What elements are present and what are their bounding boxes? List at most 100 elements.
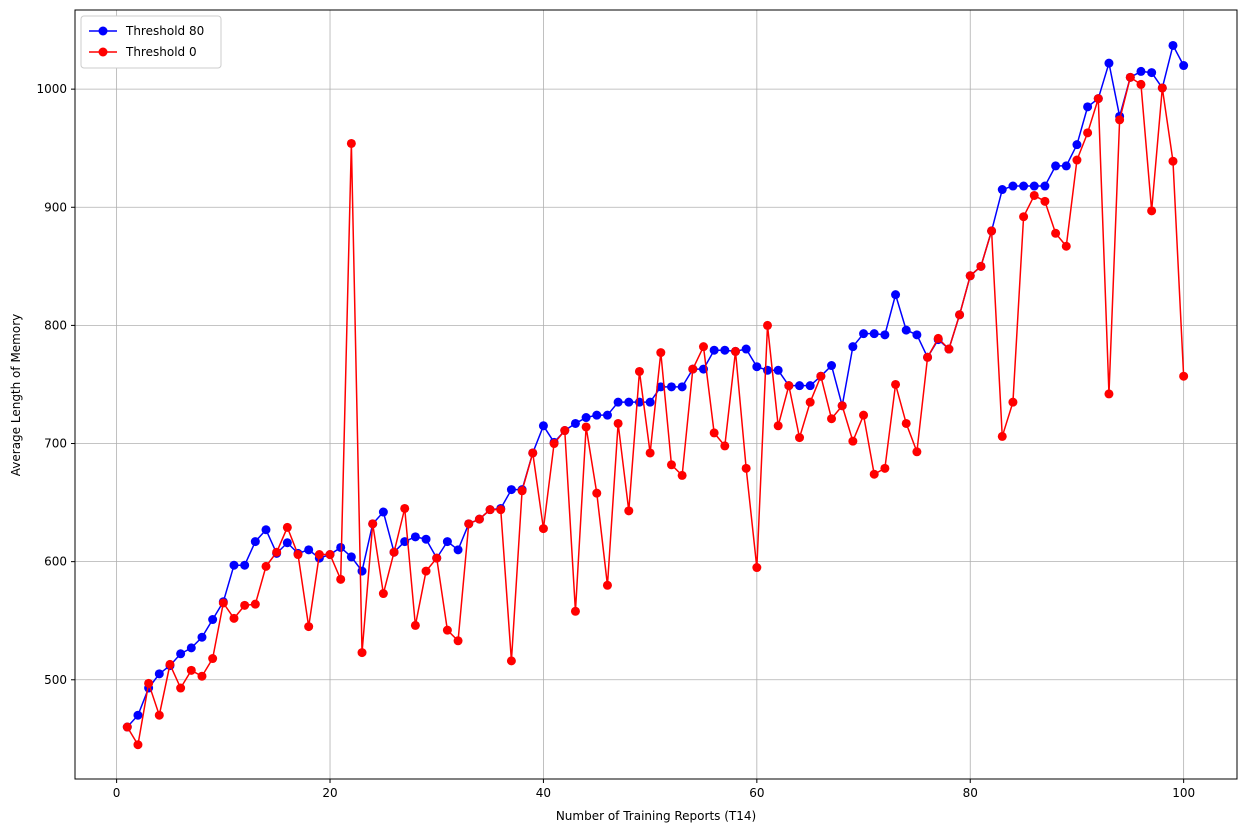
marker — [453, 545, 463, 555]
marker — [869, 469, 879, 479]
marker — [250, 599, 260, 609]
marker — [891, 379, 901, 389]
marker — [677, 382, 687, 392]
y-tick-label: 800 — [44, 318, 67, 332]
marker — [421, 534, 431, 544]
marker — [176, 683, 186, 693]
marker — [1008, 397, 1018, 407]
marker — [666, 460, 676, 470]
marker — [1029, 190, 1039, 200]
marker — [848, 342, 858, 352]
x-tick-label: 100 — [1172, 786, 1195, 800]
marker — [912, 330, 922, 340]
marker — [880, 463, 890, 473]
marker — [357, 648, 367, 658]
marker — [197, 632, 207, 642]
marker — [1019, 212, 1029, 222]
marker — [1083, 128, 1093, 138]
marker — [1179, 371, 1189, 381]
marker — [805, 397, 815, 407]
marker — [1136, 66, 1146, 76]
marker — [752, 362, 762, 372]
marker — [208, 615, 218, 625]
marker — [1008, 181, 1018, 191]
marker — [1040, 181, 1050, 191]
x-axis-label: Number of Training Reports (T14) — [556, 809, 756, 823]
marker — [645, 397, 655, 407]
marker — [656, 382, 666, 392]
marker — [901, 325, 911, 335]
marker — [741, 344, 751, 354]
x-tick-label: 20 — [322, 786, 337, 800]
marker — [122, 722, 132, 732]
marker — [763, 365, 773, 375]
marker — [827, 414, 837, 424]
marker — [869, 329, 879, 339]
marker — [581, 413, 591, 423]
marker — [944, 344, 954, 354]
marker — [1168, 156, 1178, 166]
marker — [859, 329, 869, 339]
marker — [987, 226, 997, 236]
marker — [624, 397, 634, 407]
x-tick-label: 80 — [963, 786, 978, 800]
marker — [528, 448, 538, 458]
marker — [1104, 389, 1114, 399]
marker — [773, 365, 783, 375]
marker — [474, 514, 484, 524]
marker — [421, 566, 431, 576]
marker — [400, 503, 410, 513]
marker — [506, 485, 516, 495]
marker — [517, 486, 527, 496]
marker — [261, 525, 271, 535]
marker — [1093, 94, 1103, 104]
marker — [229, 613, 239, 623]
marker — [1040, 196, 1050, 206]
y-axis-label: Average Length of Memory — [9, 314, 23, 476]
marker — [848, 436, 858, 446]
marker — [442, 537, 452, 547]
marker — [698, 342, 708, 352]
marker — [1072, 140, 1082, 150]
marker — [1147, 68, 1157, 78]
marker — [666, 382, 676, 392]
marker — [805, 381, 815, 391]
marker — [837, 401, 847, 411]
marker — [720, 345, 730, 355]
marker — [229, 560, 239, 570]
marker — [304, 545, 314, 555]
marker — [208, 654, 218, 664]
marker — [293, 550, 303, 560]
legend-label: Threshold 0 — [125, 45, 197, 59]
marker — [304, 622, 314, 632]
marker — [880, 330, 890, 340]
marker — [901, 418, 911, 428]
marker — [506, 656, 516, 666]
marker — [1083, 102, 1093, 112]
marker — [1136, 79, 1146, 89]
legend-box — [80, 15, 222, 69]
marker — [613, 397, 623, 407]
marker — [912, 447, 922, 457]
marker — [677, 470, 687, 480]
marker — [336, 574, 346, 584]
marker — [378, 589, 388, 599]
marker — [741, 463, 751, 473]
marker — [656, 348, 666, 358]
marker — [272, 547, 282, 557]
marker — [1051, 228, 1061, 238]
marker — [709, 345, 719, 355]
marker — [602, 580, 612, 590]
marker — [538, 421, 548, 431]
marker — [763, 320, 773, 330]
marker — [1147, 206, 1157, 216]
marker — [784, 381, 794, 391]
marker — [1125, 72, 1135, 82]
marker — [827, 361, 837, 371]
marker — [1179, 61, 1189, 71]
marker — [976, 261, 986, 271]
marker — [346, 138, 356, 148]
marker — [816, 371, 826, 381]
marker — [325, 550, 335, 560]
